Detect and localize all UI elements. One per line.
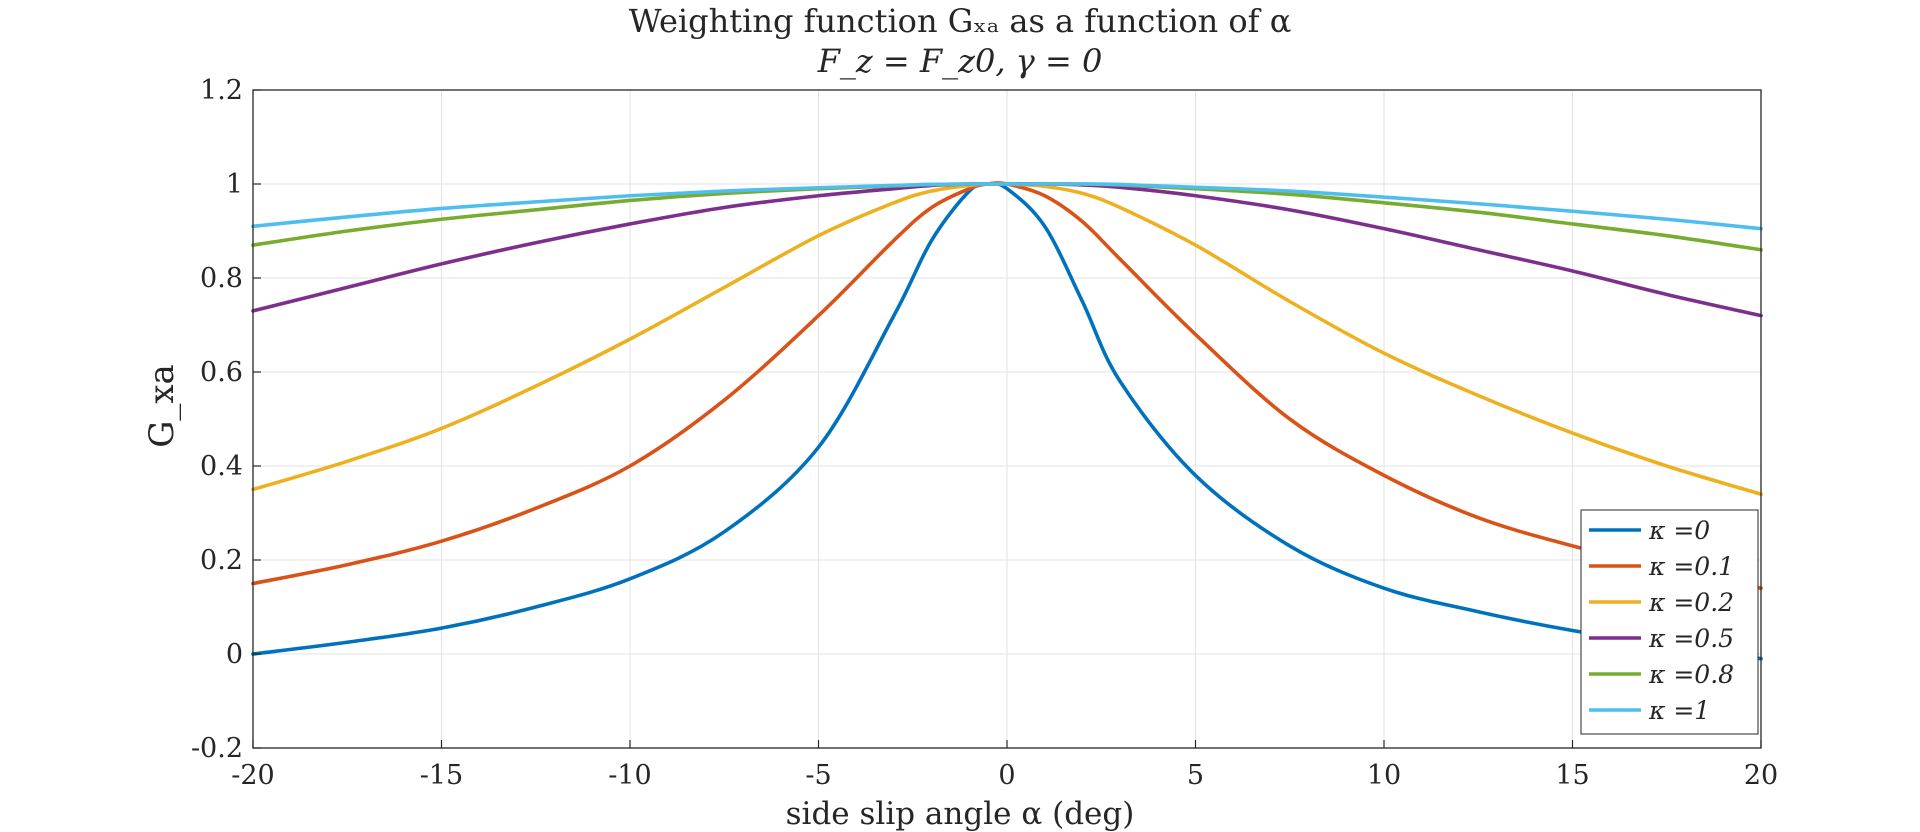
- legend-label: κ =0.8: [1648, 660, 1734, 689]
- x-tick-label: 0: [998, 760, 1015, 791]
- y-tick-label: 0.2: [200, 545, 243, 576]
- y-tick-label: 1: [226, 169, 243, 200]
- series-lines: [251, 181, 1763, 661]
- chart-title: Weighting function Gₓₐ as a function of …: [628, 2, 1292, 40]
- legend-label: κ =0.5: [1648, 624, 1734, 653]
- legend-label: κ =0: [1648, 516, 1710, 545]
- y-tick-label: 0.6: [200, 357, 243, 388]
- x-tick-label: 5: [1187, 760, 1204, 791]
- legend-label: κ =1: [1648, 696, 1710, 725]
- x-tick-label: 10: [1367, 760, 1401, 791]
- legend-label: κ =0.1: [1648, 552, 1734, 581]
- chart-subtitle: F_z = F_z0, γ = 0: [817, 42, 1103, 80]
- y-tick-label: 1.2: [200, 75, 243, 106]
- y-tick-label: -0.2: [191, 733, 243, 764]
- x-tick-label: -15: [420, 760, 463, 791]
- y-tick-label: 0: [226, 639, 243, 670]
- legend: κ =0 κ =0.1 κ =0.2 κ =0.5 κ =0.8 κ =1: [1580, 509, 1759, 735]
- x-tick-label: -10: [608, 760, 651, 791]
- series-line-5: [251, 182, 1763, 231]
- legend-label: κ =0.2: [1648, 588, 1734, 617]
- tick-labels: -20 -15 -10 -5 0 5 10 15 20 -0.2 0 0.2 0.4 0.6 0.8 1 1.2: [191, 75, 1778, 791]
- y-tick-label: 0.4: [200, 451, 243, 482]
- x-tick-label: -20: [231, 760, 274, 791]
- x-axis-label: side slip angle α (deg): [785, 796, 1135, 832]
- legend-box: [1580, 509, 1759, 735]
- x-tick-label: 15: [1555, 760, 1589, 791]
- x-tick-label: -5: [805, 760, 831, 791]
- x-tick-label: 20: [1744, 760, 1778, 791]
- y-tick-label: 0.8: [200, 263, 243, 294]
